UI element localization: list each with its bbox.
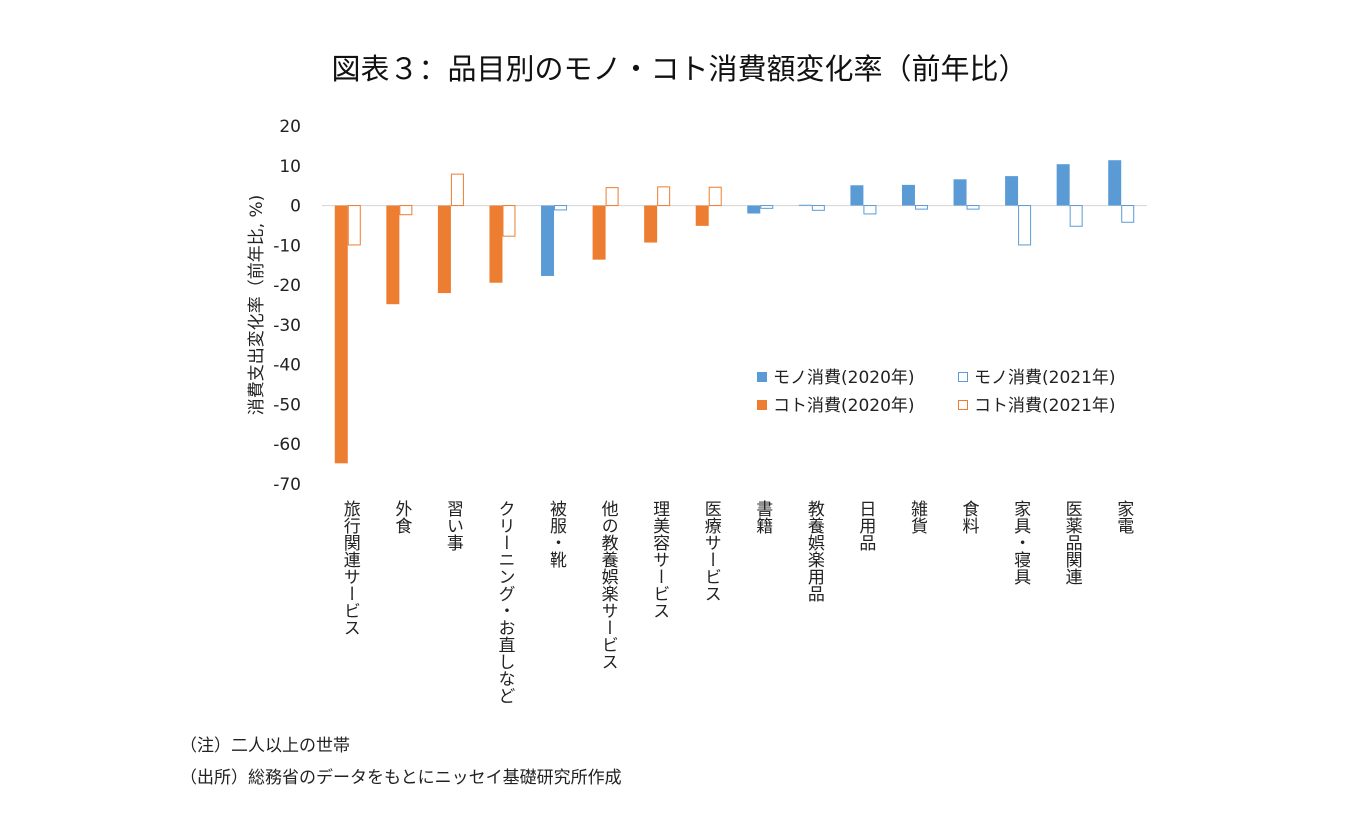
bar-2020-koto [592, 205, 606, 260]
category-label: 家具・寝具 [1010, 500, 1031, 585]
y-tick-label: 10 [279, 157, 301, 177]
y-tick-label: -30 [273, 316, 301, 336]
bar-2020-mono [1056, 164, 1070, 206]
category-label: 食料 [959, 500, 980, 534]
category-label: 他の教養娯楽サービス [598, 500, 619, 670]
category-label: 日用品 [855, 500, 876, 551]
bar-2021-koto [605, 187, 619, 207]
bar-2020-koto [437, 205, 451, 294]
category-label: 理美容サービス [649, 500, 670, 619]
bar-2021-mono [966, 205, 980, 210]
bar-2021-mono [760, 205, 774, 209]
bar-2020-mono [901, 184, 915, 206]
y-tick-label: -20 [273, 276, 301, 296]
y-axis-label: 消費支出変化率（前年比, %) [247, 195, 267, 416]
bar-2021-mono [811, 205, 825, 211]
legend-swatch [958, 400, 968, 410]
category-label: 医薬品関連 [1062, 500, 1083, 585]
legend-label: モノ消費(2020年) [773, 368, 915, 388]
category-label: 被服・靴 [546, 500, 567, 568]
chart-title: 図表３：品目別のモノ・コト消費額変化率（前年比） [331, 52, 1028, 86]
y-tick-label: -70 [273, 475, 301, 495]
bar-2020-koto [386, 205, 400, 305]
y-tick-label: 20 [279, 117, 301, 137]
category-label: クリーニング・お直しなど [494, 500, 515, 704]
bar-2020-mono [747, 205, 761, 214]
legend-swatch [958, 372, 968, 382]
legend-label: コト消費(2021年) [974, 396, 1116, 416]
bar-2020-mono [850, 185, 864, 206]
bar-2021-mono [1069, 205, 1083, 227]
legend-swatch [757, 400, 767, 410]
bar-2021-koto [399, 205, 413, 216]
category-label: 医療サービス [701, 500, 722, 602]
bar-2021-mono [554, 205, 568, 211]
bar-2020-koto [695, 205, 709, 226]
y-tick-label: -40 [273, 356, 301, 376]
y-tick-label: -50 [273, 395, 301, 415]
category-label: 書籍 [752, 500, 773, 534]
bar-2020-koto [489, 205, 503, 283]
bar-2021-koto [347, 205, 361, 246]
category-label: 習い事 [443, 500, 464, 551]
bar-2021-koto [450, 173, 464, 207]
bar-2020-mono [798, 204, 812, 206]
bar-2021-mono [863, 205, 877, 215]
bar-2021-koto [708, 186, 722, 207]
bar-2021-mono [1121, 205, 1135, 223]
category-label: 旅行関連サービス [340, 500, 361, 636]
bar-2020-mono [1005, 176, 1019, 206]
category-label: 家電 [1113, 500, 1133, 534]
y-tick-label: 0 [290, 197, 301, 217]
bar-2020-koto [334, 205, 348, 464]
category-label: 雑貨 [907, 500, 928, 534]
y-tick-label: -60 [273, 435, 301, 455]
bar-2020-mono [1108, 160, 1122, 206]
bar-2020-mono [541, 205, 555, 276]
bar-2020-koto [644, 205, 658, 243]
footnote: （注）二人以上の世帯 [180, 736, 350, 756]
category-label: 教養娯楽用品 [804, 500, 825, 602]
legend-swatch [757, 372, 767, 382]
bar-2021-koto [502, 205, 516, 237]
bar-2021-koto [657, 186, 671, 207]
source-note: （出所）総務省のデータをもとにニッセイ基礎研究所作成 [180, 768, 622, 788]
y-tick-label: -10 [273, 236, 301, 256]
legend-label: モノ消費(2021年) [974, 368, 1116, 388]
bar-2021-mono [1018, 205, 1032, 246]
legend-label: コト消費(2020年) [773, 396, 915, 416]
bar-2020-mono [953, 179, 967, 206]
category-label: 外食 [391, 500, 412, 534]
bar-2021-mono [914, 205, 928, 210]
